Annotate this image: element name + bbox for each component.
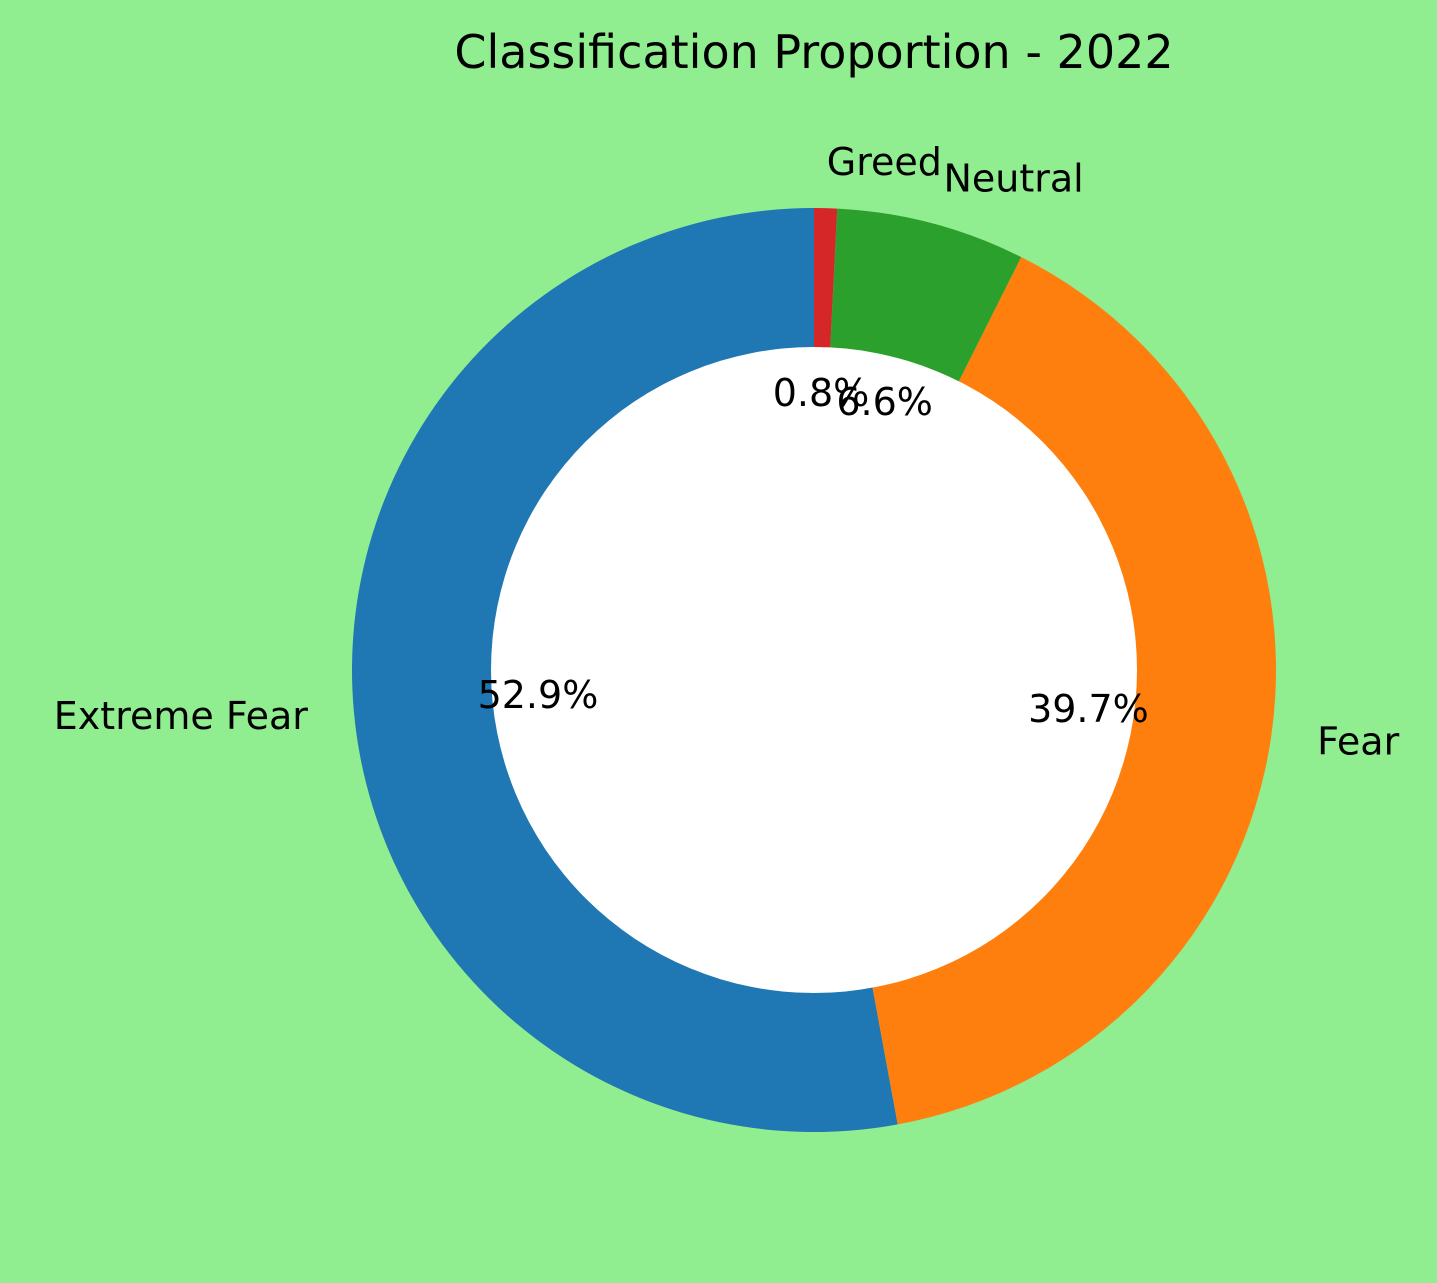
labels-group: Extreme Fear 52.9% Fear 39.7% Neutral 6.6% Gre… <box>54 140 1400 764</box>
pct-label-greed: 0.8% <box>773 371 870 415</box>
slice-label-extreme-fear: Extreme Fear <box>54 694 308 738</box>
donut-hole <box>491 347 1137 993</box>
pct-label-neutral: 6.6% <box>836 380 933 424</box>
slice-label-neutral: Neutral <box>943 157 1083 201</box>
chart-title: Classification Proportion - 2022 <box>454 25 1173 79</box>
pct-label-extreme-fear: 52.9% <box>478 673 599 717</box>
pct-label-fear: 39.7% <box>1028 687 1149 731</box>
slice-label-fear: Fear <box>1317 720 1399 764</box>
slice-label-greed: Greed <box>827 140 942 184</box>
